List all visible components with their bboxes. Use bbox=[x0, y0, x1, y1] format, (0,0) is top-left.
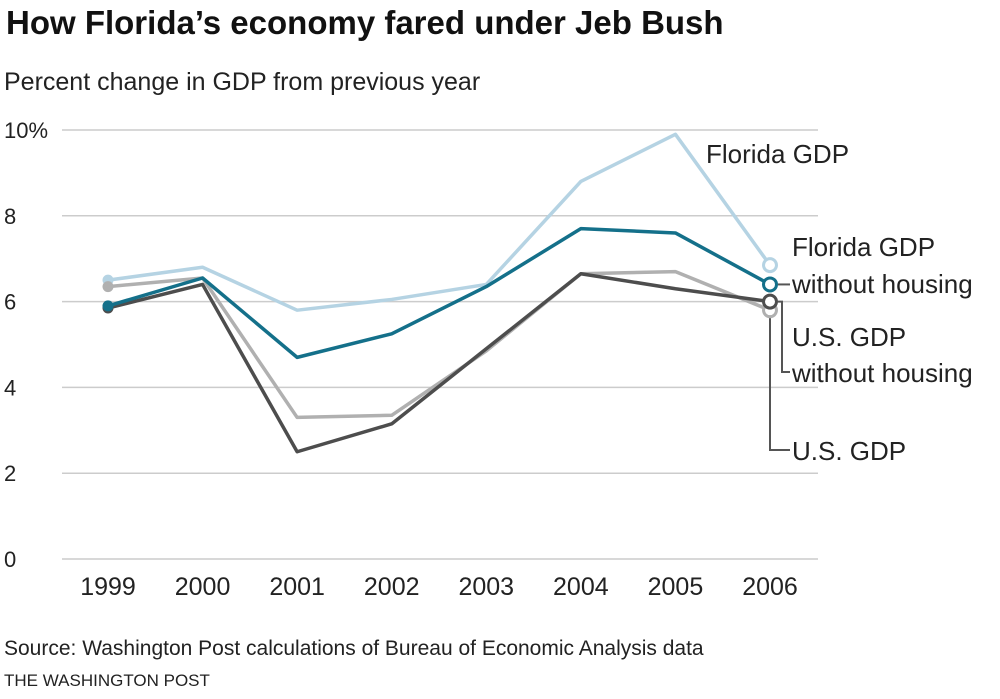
start-point-florida_gdp_without_housing bbox=[102, 300, 114, 312]
end-point-florida_gdp_without_housing bbox=[762, 276, 778, 293]
end-point-florida_gdp bbox=[762, 257, 778, 274]
series-label-us_gdp_without_housing: U.S. GDP bbox=[792, 322, 906, 352]
connector-us-gdp-without-housing bbox=[778, 300, 790, 373]
grid bbox=[62, 129, 818, 560]
series-label-us_gdp: U.S. GDP bbox=[792, 436, 906, 466]
chart-title: How Florida’s economy fared under Jeb Bu… bbox=[6, 4, 724, 41]
series-label-us_gdp_without_housing: without housing bbox=[791, 358, 973, 388]
series-label-florida_gdp_without_housing: without housing bbox=[791, 269, 973, 299]
y-tick-label: 6 bbox=[4, 290, 16, 315]
x-tick-label: 2002 bbox=[364, 573, 420, 601]
x-tick-label: 2003 bbox=[458, 573, 514, 601]
series-line-us_gdp bbox=[107, 271, 771, 454]
chart-subtitle: Percent change in GDP from previous year bbox=[4, 68, 480, 96]
series-label-florida_gdp_without_housing: Florida GDP bbox=[792, 232, 935, 262]
x-tick-label: 2006 bbox=[742, 573, 798, 601]
series-labels: Florida GDP Florida GDP without housing U.S… bbox=[706, 139, 973, 466]
label-connectors bbox=[769, 283, 790, 451]
series-lines bbox=[102, 132, 778, 454]
x-tick-label: 1999 bbox=[80, 573, 136, 601]
y-tick-label: 4 bbox=[4, 375, 16, 400]
y-tick-label: 0 bbox=[4, 547, 16, 572]
x-tick-label: 2001 bbox=[269, 573, 325, 601]
start-point-us_gdp_without_housing bbox=[102, 281, 114, 293]
x-tick-label: 2004 bbox=[553, 573, 609, 601]
y-tick-label: 8 bbox=[4, 204, 16, 229]
series-line-florida_gdp bbox=[107, 132, 772, 312]
connector-us-gdp bbox=[769, 318, 790, 451]
x-tick-label: 2005 bbox=[648, 573, 704, 601]
x-tick-label: 2000 bbox=[175, 573, 231, 601]
source-note: Source: Washington Post calculations of … bbox=[4, 637, 704, 660]
credit-line: THE WASHINGTON POST bbox=[4, 671, 210, 690]
series-label-florida_gdp: Florida GDP bbox=[706, 139, 849, 169]
y-tick-label: 2 bbox=[4, 461, 16, 486]
series-line-florida_gdp_without_housing bbox=[107, 226, 771, 360]
end-point-us_gdp bbox=[762, 293, 778, 310]
series-line-us_gdp_without_housing bbox=[107, 269, 771, 420]
y-tick-label: 10% bbox=[4, 118, 48, 143]
axis-ticks: 10% 8 6 4 2 0 1999 2000 2001 2002 2003 2004 2005 2006 bbox=[4, 118, 798, 601]
